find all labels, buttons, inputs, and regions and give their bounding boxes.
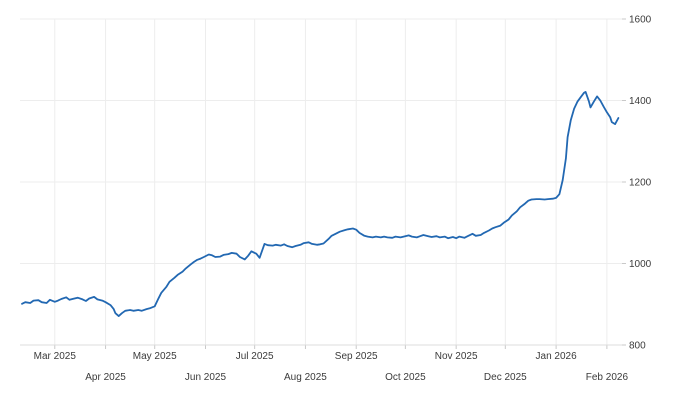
y-axis-tick-label: 800 xyxy=(629,341,646,352)
x-axis-tick-label: Oct 2025 xyxy=(385,372,426,383)
x-axis-tick-label: Aug 2025 xyxy=(284,372,327,383)
y-axis-tick-label: 1200 xyxy=(629,178,652,189)
y-axis-tick-label: 1600 xyxy=(629,15,652,26)
y-axis-tick-label: 1000 xyxy=(629,259,652,270)
x-axis-tick-label: Dec 2025 xyxy=(484,372,527,383)
y-axis-tick-label: 1400 xyxy=(629,96,652,107)
x-axis-tick-label: Jul 2025 xyxy=(236,351,274,362)
x-axis-tick-label: Apr 2025 xyxy=(85,372,126,383)
x-axis-tick-label: Mar 2025 xyxy=(34,351,77,362)
x-axis-tick-label: Nov 2025 xyxy=(435,351,478,362)
price-series-line xyxy=(21,91,620,318)
x-axis-tick-label: Sep 2025 xyxy=(335,351,378,362)
x-axis-tick-label: Jun 2025 xyxy=(185,372,227,383)
x-axis-tick-label: May 2025 xyxy=(133,351,177,362)
x-axis-tick-label: Jan 2026 xyxy=(536,351,578,362)
x-axis-tick-label: Feb 2026 xyxy=(586,372,629,383)
